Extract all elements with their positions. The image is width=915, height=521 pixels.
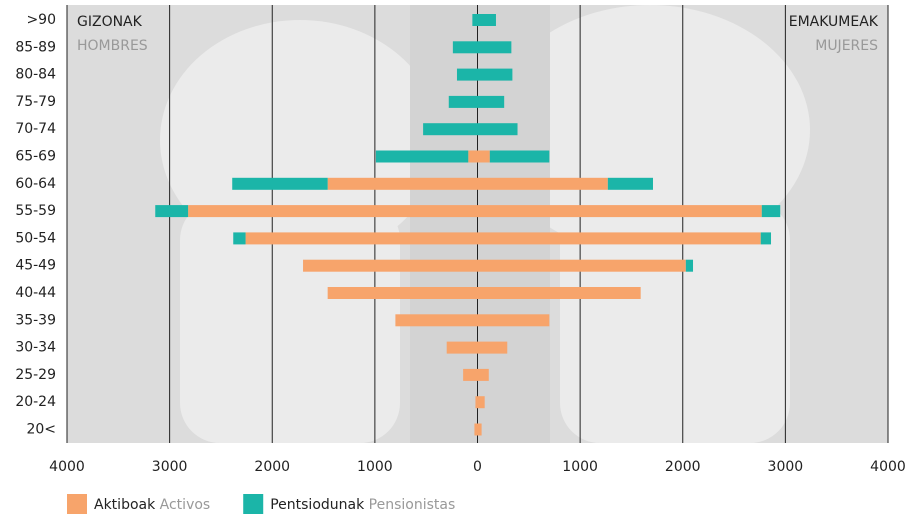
y-tick-label: 40-44	[15, 285, 56, 301]
bar	[490, 151, 550, 163]
bar	[478, 424, 482, 436]
bar	[233, 232, 245, 244]
bar	[478, 123, 518, 135]
x-tick-label: 4000	[49, 459, 85, 475]
bar	[478, 287, 641, 299]
bar	[478, 69, 513, 81]
legend-name-es: Pensionistas	[369, 497, 456, 513]
legend-name: Aktiboak	[94, 497, 156, 513]
legend-name-es: Activos	[160, 497, 211, 513]
bar	[478, 314, 550, 326]
y-tick-label: 20-24	[15, 394, 56, 410]
x-tick-label: 4000	[870, 459, 906, 475]
x-tick-label: 3000	[152, 459, 188, 475]
y-tick-label: 25-29	[15, 367, 56, 383]
bar	[686, 260, 693, 272]
bar	[376, 151, 468, 163]
bar	[608, 178, 653, 190]
bar	[474, 424, 477, 436]
bar	[328, 287, 478, 299]
right-subtitle: MUJERES	[815, 38, 878, 54]
legend-swatch	[243, 494, 263, 514]
y-tick-label: 65-69	[15, 149, 56, 165]
bar	[478, 178, 608, 190]
bar	[478, 96, 505, 108]
bar	[447, 342, 478, 354]
bar	[478, 342, 508, 354]
bar	[463, 369, 477, 381]
bar	[303, 260, 477, 272]
legend-name: Pentsiodunak	[270, 497, 365, 513]
y-tick-label: >90	[26, 12, 56, 28]
x-tick-label: 0	[473, 459, 482, 475]
bar	[761, 232, 771, 244]
legend-label: Pentsiodunak Pensionistas	[270, 497, 455, 513]
bar	[478, 41, 512, 53]
left-title: GIZONAK	[77, 14, 143, 30]
bar	[457, 69, 478, 81]
bar	[472, 14, 477, 26]
x-tick-label: 2000	[665, 459, 701, 475]
bar	[762, 205, 780, 217]
y-tick-label: 75-79	[15, 94, 56, 110]
bar	[453, 41, 478, 53]
y-tick-label: 70-74	[15, 121, 56, 137]
y-tick-label: 50-54	[15, 230, 56, 246]
bar	[328, 178, 478, 190]
x-tick-label: 1000	[357, 459, 393, 475]
y-tick-label: 20<	[26, 422, 56, 438]
bar	[478, 369, 489, 381]
bar	[475, 396, 477, 408]
y-tick-label: 45-49	[15, 258, 56, 274]
bar	[478, 396, 485, 408]
x-tick-label: 2000	[254, 459, 290, 475]
y-tick-label: 80-84	[15, 67, 56, 83]
bar	[478, 14, 496, 26]
legend-swatch	[67, 494, 87, 514]
y-tick-label: 85-89	[15, 39, 56, 55]
bar	[188, 205, 477, 217]
x-tick-label: 1000	[562, 459, 598, 475]
left-subtitle: HOMBRES	[77, 38, 148, 54]
bar	[395, 314, 477, 326]
bar	[478, 151, 490, 163]
bar	[478, 260, 686, 272]
bar	[246, 232, 478, 244]
bar	[468, 151, 477, 163]
legend-label: Aktiboak Activos	[94, 497, 210, 513]
y-tick-label: 35-39	[15, 312, 56, 328]
bar	[232, 178, 327, 190]
y-tick-label: 60-64	[15, 176, 56, 192]
bar	[423, 123, 477, 135]
bar	[449, 96, 478, 108]
chart: GIZONAK HOMBRES EMAKUMEAK MUJERES 4000 30…	[0, 0, 915, 517]
bar	[478, 232, 761, 244]
x-tick-label: 3000	[768, 459, 804, 475]
y-tick-label: 55-59	[15, 203, 56, 219]
right-title: EMAKUMEAK	[789, 14, 879, 30]
y-tick-label: 30-34	[15, 340, 56, 356]
bar	[478, 205, 762, 217]
bar	[155, 205, 188, 217]
